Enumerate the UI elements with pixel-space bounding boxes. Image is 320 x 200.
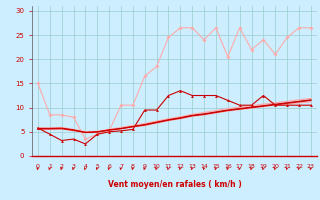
X-axis label: Vent moyen/en rafales ( km/h ): Vent moyen/en rafales ( km/h ) <box>108 180 241 189</box>
